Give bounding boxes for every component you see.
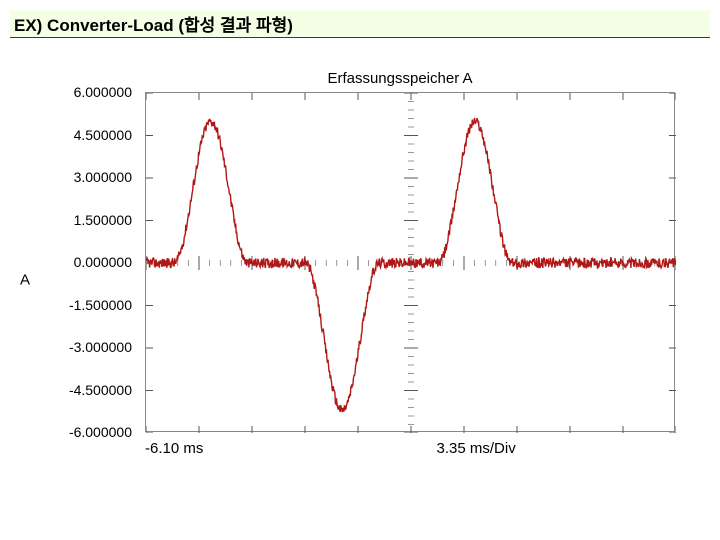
header-text: EX) Converter-Load (합성 결과 파형) [14,11,293,36]
slide-header: EX) Converter-Load (합성 결과 파형) [10,10,710,38]
y-tick-label: -3.000000 [69,339,132,355]
oscilloscope-figure: Erfassungsspeicher A A 6.0000004.5000003… [20,70,700,490]
x-labels: -6.10 ms 3.35 ms/Div [145,440,675,470]
x-start-label: -6.10 ms [145,440,203,457]
y-tick-label: -4.500000 [69,382,132,398]
y-tick-label: 6.000000 [74,84,132,100]
y-tick-label: 4.500000 [74,127,132,143]
y-tick-label: 1.500000 [74,212,132,228]
y-tick-label: -6.000000 [69,424,132,440]
y-tick-label: 3.000000 [74,169,132,185]
plot-area [145,92,675,432]
y-tick-label: 0.000000 [74,254,132,270]
y-tick-label: -1.500000 [69,297,132,313]
waveform-svg [146,93,676,433]
y-ticks: 6.0000004.5000003.0000001.5000000.000000… [20,92,140,432]
x-div-label: 3.35 ms/Div [437,440,516,457]
